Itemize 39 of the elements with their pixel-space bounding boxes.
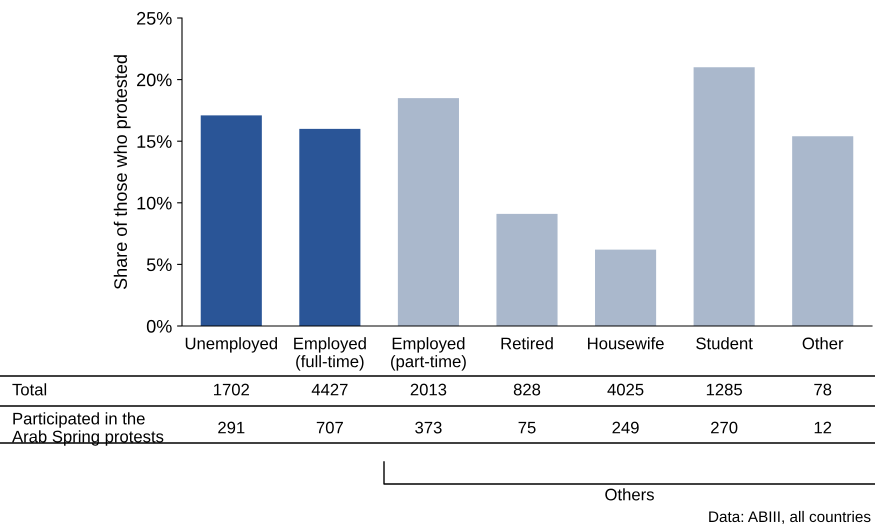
text: 270	[711, 422, 738, 434]
text: 78	[814, 384, 832, 396]
text: Data: ABIII, all countries	[709, 510, 870, 524]
bar	[299, 128, 360, 326]
bar	[496, 214, 558, 326]
y-axis-title: Share of those who protested	[114, 55, 131, 290]
bar	[792, 136, 854, 326]
text: 4025	[607, 384, 644, 396]
x-tick-label: Student	[696, 337, 753, 350]
text: Others	[605, 488, 654, 500]
x-tick-label: Employed (part-time)	[391, 337, 466, 371]
text: Total	[12, 383, 46, 396]
x-tick-label: Retired	[502, 337, 553, 350]
text: 828	[514, 384, 540, 396]
y-tick-label: 25%	[137, 12, 172, 25]
text: 75	[518, 422, 536, 434]
text: Participated in the Arab Spring protests	[12, 412, 164, 446]
bar	[398, 98, 459, 326]
x-tick-label: Other	[802, 337, 844, 350]
y-tick-label: 20%	[137, 74, 172, 86]
text: 1285	[706, 384, 742, 396]
y-tick-label: 5%	[146, 258, 172, 272]
x-tick-label: Housewife	[588, 337, 664, 350]
y-tick-label: 0%	[146, 320, 172, 333]
text: 1702	[214, 384, 249, 396]
text: 12	[814, 422, 832, 434]
bar	[200, 115, 262, 326]
bar	[595, 250, 656, 326]
text: 4427	[312, 384, 348, 396]
y-tick-label: 15%	[138, 135, 172, 148]
text: 291	[218, 422, 244, 434]
x-tick-label: Employed (full-time)	[294, 337, 366, 371]
text: 707	[316, 422, 343, 434]
bar	[694, 67, 755, 326]
text: 249	[612, 422, 639, 434]
x-tick-label: Unemployed	[186, 337, 277, 353]
y-tick-label: 10%	[138, 196, 172, 210]
text: 373	[415, 422, 442, 434]
text: 2013	[410, 384, 446, 396]
